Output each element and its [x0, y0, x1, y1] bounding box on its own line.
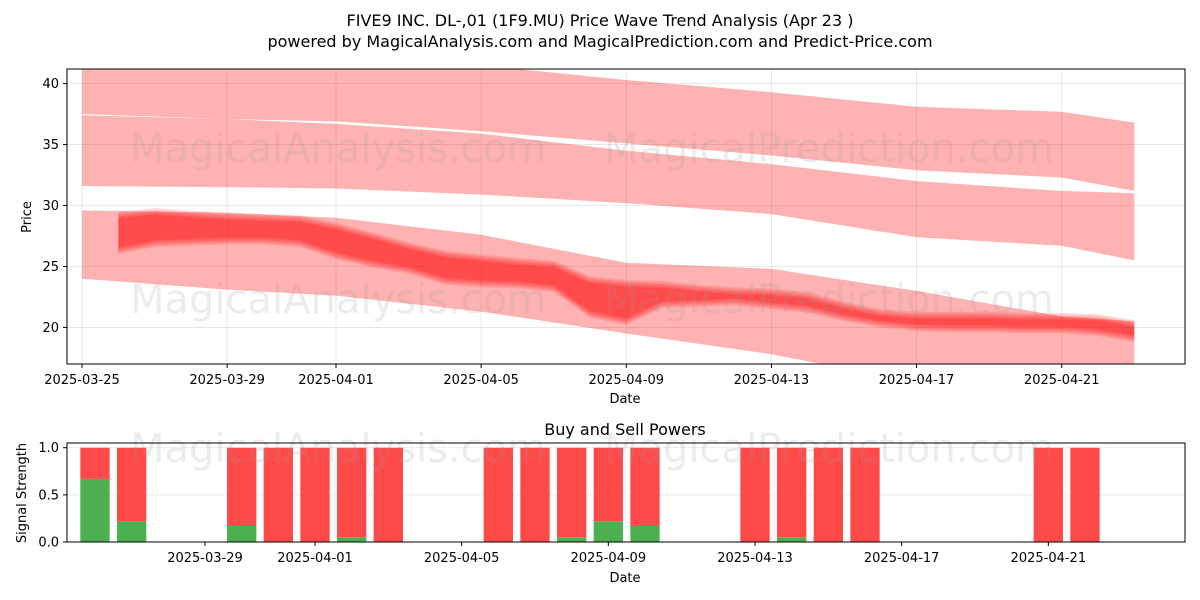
upper-band-1: [82, 115, 1135, 261]
watermark-5: MagicalAnalysis.com: [130, 426, 546, 472]
sell-bar-14: [813, 447, 843, 542]
signal-xtick-label-3: 2025-04-09: [571, 551, 647, 566]
sell-bar-15: [850, 447, 880, 542]
sell-bar-4: [300, 447, 330, 542]
price-xtick-label-7: 2025-04-21: [1024, 373, 1100, 388]
buy-bar-11: [630, 525, 660, 542]
signal-ytick-label-1: 0.5: [38, 488, 59, 503]
signal-xtick-label-5: 2025-04-17: [864, 551, 940, 566]
sell-bar-7: [483, 447, 513, 542]
price-xtick-label-2: 2025-04-01: [298, 373, 374, 388]
signal-ytick-label-2: 1.0: [38, 441, 59, 456]
signal-x-label: Date: [609, 571, 640, 586]
signal-chart: Buy and Sell Powers MagicalAnalysis.com …: [15, 420, 1186, 586]
chart-subtitle: powered by MagicalAnalysis.com and Magic…: [267, 32, 932, 51]
wave-band-0-3: [118, 212, 1135, 338]
lower-band-0: [82, 210, 1135, 364]
buy-bar-10: [593, 521, 623, 542]
buy-bar-0: [80, 478, 110, 542]
buy-bar-2: [227, 525, 257, 542]
signal-xtick-label-4: 2025-04-13: [717, 551, 793, 566]
signal-chart-title: Buy and Sell Powers: [544, 420, 706, 439]
price-ytick-label-4: 40: [42, 77, 59, 92]
signal-xtick-label-0: 2025-03-29: [167, 551, 243, 566]
watermark-3: MagicalAnalysis.com: [130, 277, 546, 323]
wave-band-0-1: [118, 209, 1135, 341]
watermark-1: MagicalAnalysis.com: [130, 126, 546, 172]
signal-plot-frame: [66, 442, 1186, 543]
buy-bar-13: [777, 537, 807, 542]
wave-band-0-2: [118, 211, 1135, 340]
signal-bars: [80, 447, 1100, 542]
sell-bar-8: [520, 447, 550, 542]
signal-ticks: 2025-03-29 2025-04-01 2025-04-05 2025-04-09…: [38, 441, 1086, 566]
sell-bar-5: [337, 447, 367, 538]
price-y-label: Price: [20, 201, 35, 233]
price-bands: [82, 69, 1135, 364]
sell-bar-1: [117, 447, 147, 522]
watermark-4: MagicalPrediction.com: [604, 277, 1054, 323]
signal-xtick-label-2: 2025-04-05: [424, 551, 500, 566]
sell-bar-12: [740, 447, 770, 542]
signal-y-label: Signal Strength: [15, 443, 30, 543]
wave-band-0-0: [118, 208, 1135, 343]
sell-bar-3: [263, 447, 293, 542]
sell-bar-11: [630, 447, 660, 526]
watermark-2: MagicalPrediction.com: [604, 126, 1054, 172]
price-xtick-label-5: 2025-04-13: [734, 373, 810, 388]
price-xtick-label-4: 2025-04-09: [589, 373, 665, 388]
signal-xtick-label-6: 2025-04-21: [1011, 551, 1087, 566]
wave-band-0-5: [118, 215, 1135, 336]
price-xtick-label-1: 2025-03-29: [189, 373, 265, 388]
sell-bar-0: [80, 447, 110, 479]
buy-bar-9: [557, 537, 587, 542]
sell-bar-9: [557, 447, 587, 538]
sell-bar-17: [1070, 447, 1100, 542]
price-xtick-label-6: 2025-04-17: [879, 373, 955, 388]
buy-bar-5: [337, 537, 367, 542]
chart-title: FIVE9 INC. DL-,01 (1F9.MU) Price Wave Tr…: [347, 11, 854, 30]
sell-bar-6: [373, 447, 403, 542]
price-xtick-label-0: 2025-03-25: [44, 373, 120, 388]
sell-bar-13: [777, 447, 807, 538]
buy-bar-1: [117, 521, 147, 542]
watermark-6: MagicalPrediction.com: [604, 426, 1054, 472]
wave-band-0-4: [118, 214, 1135, 337]
signal-xtick-label-1: 2025-04-01: [277, 551, 353, 566]
price-ytick-label-1: 25: [42, 260, 59, 275]
price-ytick-label-2: 30: [42, 199, 59, 214]
sell-bar-10: [593, 447, 623, 522]
price-x-label: Date: [609, 392, 640, 407]
sell-bar-2: [227, 447, 257, 526]
price-ticks: 2025-03-25 2025-03-29 2025-04-01 2025-04-05…: [42, 77, 1099, 388]
price-chart: MagicalAnalysis.com MagicalPrediction.co…: [20, 68, 1186, 407]
price-xtick-label-3: 2025-04-05: [443, 373, 519, 388]
price-ytick-label-0: 20: [42, 321, 59, 336]
price-ytick-label-3: 35: [42, 138, 59, 153]
price-grid: [67, 69, 1185, 364]
signal-ytick-label-0: 0.0: [38, 536, 59, 551]
sell-bar-16: [1033, 447, 1063, 542]
upper-band-0: [82, 69, 1135, 191]
